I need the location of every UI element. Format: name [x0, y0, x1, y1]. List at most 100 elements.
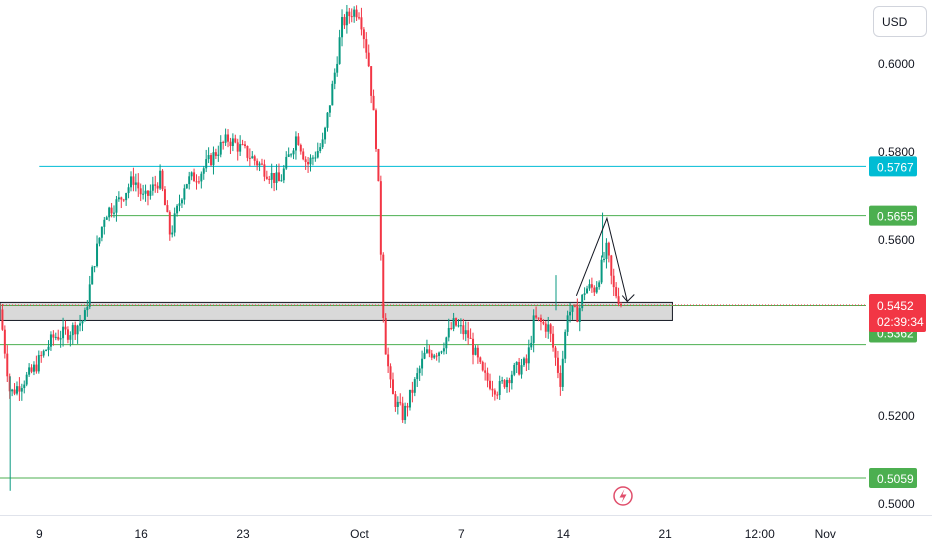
candle-body [496, 394, 499, 396]
x-tick-label: 7 [458, 527, 465, 541]
candle-body [74, 325, 77, 335]
candle-body [583, 293, 586, 295]
candle-body [159, 170, 162, 189]
candle-body [96, 243, 99, 267]
candle-body [282, 168, 285, 181]
candle-body [103, 219, 106, 227]
candle-body [127, 187, 130, 194]
lightning-icon[interactable] [613, 486, 633, 506]
candle-body [20, 388, 23, 392]
price-label-text: 0.5767 [877, 160, 914, 174]
candle-body [15, 386, 18, 394]
candle-body [88, 284, 91, 307]
candle-body [612, 275, 615, 288]
candle-body [161, 170, 164, 190]
x-tick-label: 16 [135, 527, 149, 541]
candle-body [113, 212, 116, 214]
candle-body [404, 405, 407, 421]
candle-body [6, 353, 9, 377]
candle-body [54, 336, 57, 338]
candle-body [598, 282, 601, 288]
candle-body [370, 66, 373, 96]
candle-body [425, 349, 428, 353]
candle-body [52, 334, 55, 338]
candle-body [505, 379, 508, 388]
candle-body [69, 335, 72, 340]
candle-body [105, 217, 108, 220]
candle-body [355, 9, 358, 18]
candle-body [564, 331, 567, 359]
candle-body [275, 172, 278, 183]
candle-body [510, 374, 513, 384]
candle-body [442, 348, 445, 352]
candle-body [433, 355, 436, 358]
candle-body [428, 349, 431, 354]
candle-body [258, 163, 261, 166]
candle-body [180, 199, 183, 204]
candle-body [139, 188, 142, 195]
candle-body [59, 338, 62, 340]
candle-body [193, 172, 196, 182]
candle-body [365, 39, 368, 53]
candle-body [129, 176, 132, 188]
price-label-0.5059: 0.5059 [869, 468, 917, 489]
price-label-0.5767: 0.5767 [869, 156, 917, 177]
price-label-text: 0.5655 [877, 210, 914, 224]
candle-body [3, 329, 6, 354]
currency-button[interactable]: USD [873, 6, 927, 37]
candle-body [600, 259, 603, 283]
candle-body [457, 325, 460, 327]
candle-body [554, 347, 557, 358]
supply-zone [0, 301, 673, 321]
x-tick-label: 12:00 [745, 527, 775, 541]
candle-body [607, 242, 610, 256]
candle-body [280, 180, 283, 182]
candle-body [321, 139, 324, 148]
candle-body [42, 350, 45, 356]
candle-body [183, 188, 186, 200]
candle-body [578, 308, 581, 322]
candle-body [489, 380, 492, 389]
candle-body [345, 11, 348, 26]
candle-body [387, 354, 390, 367]
candle-body [605, 242, 608, 259]
candle-body [348, 11, 351, 17]
candle-body [421, 358, 424, 369]
candle-body [338, 37, 341, 64]
candle-body [430, 353, 433, 358]
candle-body [222, 142, 225, 144]
candle-body [413, 379, 416, 393]
candle-body [146, 190, 149, 196]
candle-body [350, 16, 353, 18]
candle-body [464, 330, 467, 335]
candle-body [83, 310, 86, 322]
candle-body [132, 176, 135, 185]
candle-body [248, 157, 251, 159]
x-tick-label: 23 [236, 527, 250, 541]
candle-body [214, 152, 217, 156]
candle-body [539, 317, 542, 323]
candle-body [503, 380, 506, 388]
candle-body [311, 157, 314, 159]
candle-body [195, 181, 198, 183]
candle-body [302, 151, 305, 160]
price-label-text: 0.5059 [877, 472, 914, 486]
candle-body [168, 212, 171, 235]
candle-body [47, 346, 50, 351]
candle-body [418, 368, 421, 374]
candle-body [285, 156, 288, 169]
candle-body [435, 355, 438, 357]
candle-body [263, 164, 266, 177]
candle-body [411, 389, 414, 393]
candle-body [372, 95, 375, 111]
y-tick-label: 0.6000 [878, 57, 915, 71]
candle-body [91, 267, 94, 285]
candle-body [353, 9, 356, 17]
candle-body [576, 306, 579, 322]
candle-body [37, 355, 40, 372]
candle-body [149, 190, 152, 196]
candles [1, 4, 622, 491]
candle-body [156, 185, 159, 189]
candle-body [445, 337, 448, 349]
